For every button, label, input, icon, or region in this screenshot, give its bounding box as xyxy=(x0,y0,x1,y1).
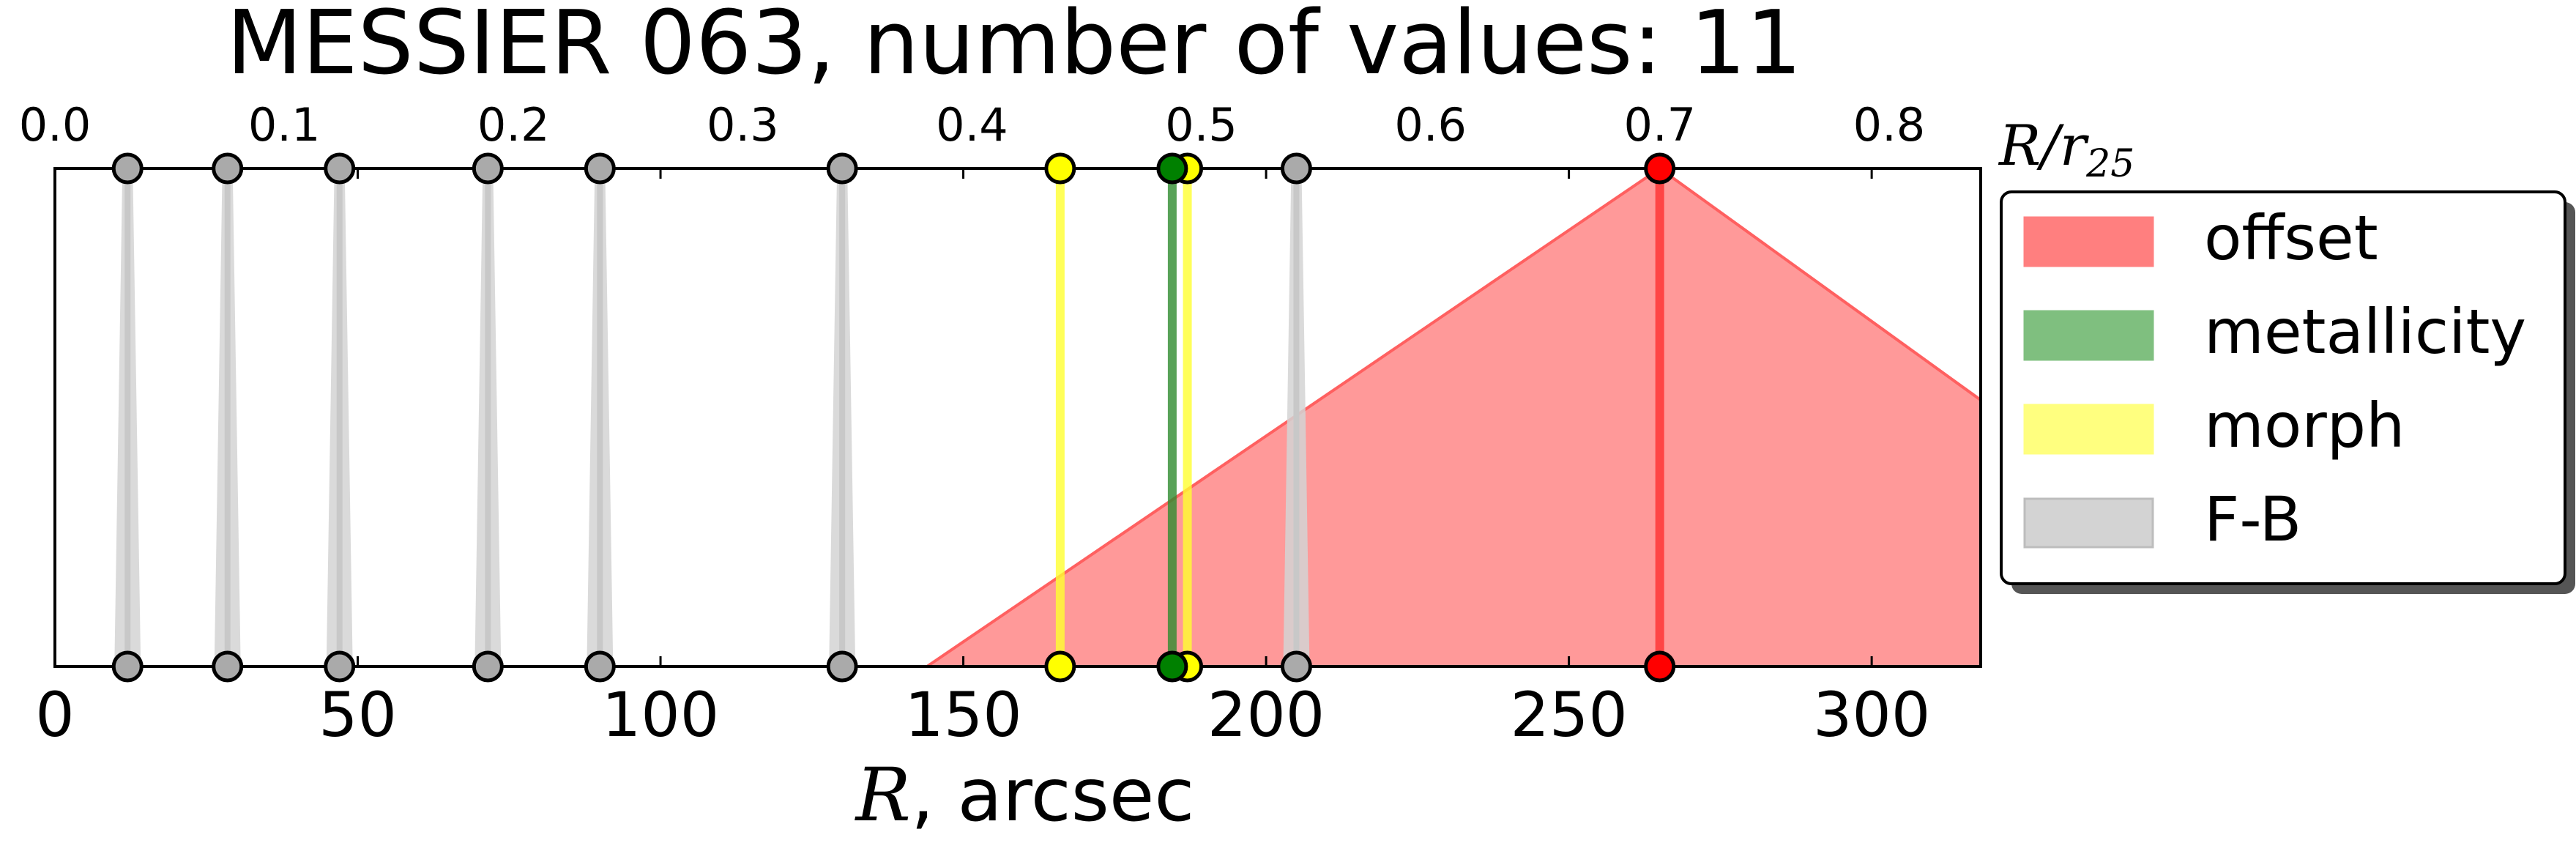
top-tick-label: 0.3 xyxy=(707,98,779,152)
x-tick-label: 50 xyxy=(319,679,397,751)
f-b-point xyxy=(584,152,616,185)
x-tick-label: 100 xyxy=(602,679,719,751)
legend-label: morph xyxy=(2204,390,2405,461)
f-b-point xyxy=(111,650,144,683)
morph-point xyxy=(1044,650,1076,683)
chart-title: MESSIER 063, number of values: 11 xyxy=(226,0,1802,94)
x-tick-label: 0 xyxy=(35,679,74,751)
offset-point xyxy=(1644,152,1676,185)
legend-swatch xyxy=(2023,404,2154,455)
f-b-point xyxy=(826,152,858,185)
metallicity-point xyxy=(1156,650,1188,683)
x-tick-label: 300 xyxy=(1813,679,1930,751)
legend-box xyxy=(2000,190,2566,585)
top-tick-label: 0.5 xyxy=(1165,98,1237,152)
legend-label: F-B xyxy=(2204,483,2301,555)
x-axis-label-variable: R xyxy=(855,752,911,838)
top-axis-label-variable: R/r xyxy=(1998,113,2090,178)
top-tick-label: 0.4 xyxy=(936,98,1008,152)
f-b-point xyxy=(324,650,356,683)
legend-label: metallicity xyxy=(2204,296,2526,368)
f-b-point xyxy=(472,650,504,683)
plot-frame xyxy=(53,167,1982,668)
top-x-axis: 0.0 0.1 0.2 0.3 0.4 0.5 0.6 0.7 0.8 xyxy=(19,98,1926,152)
top-axis-label-subscript: 25 xyxy=(2085,142,2134,186)
legend-swatch xyxy=(2023,216,2154,267)
bottom-x-axis: 0 50 100 150 200 250 300 xyxy=(35,168,1930,751)
f-b-point xyxy=(212,152,244,185)
offset-point xyxy=(1644,650,1676,683)
top-tick-label: 0.1 xyxy=(248,98,321,152)
x-tick-label: 150 xyxy=(904,679,1021,751)
f-b-point xyxy=(472,152,504,185)
legend-swatch xyxy=(2023,310,2154,361)
f-b-point xyxy=(1280,650,1312,683)
f-b-point xyxy=(1280,152,1312,185)
f-b-point xyxy=(111,152,144,185)
f-b-point xyxy=(212,650,244,683)
legend-label: offset xyxy=(2204,202,2378,274)
top-tick-label: 0.2 xyxy=(477,98,550,152)
top-tick-label: 0.0 xyxy=(19,98,92,152)
legend: offset metallicity morph F-B xyxy=(2000,190,2575,594)
top-axis-label: R/r25 xyxy=(1998,113,2134,186)
top-tick-label: 0.8 xyxy=(1853,98,1926,152)
x-tick-label: 200 xyxy=(1207,679,1325,751)
metallicity-point xyxy=(1156,152,1188,185)
top-tick-label: 0.6 xyxy=(1394,98,1467,152)
markers xyxy=(111,152,1676,683)
x-axis-label: R, arcsec xyxy=(855,752,1195,838)
top-tick-label: 0.7 xyxy=(1624,98,1697,152)
f-b-point xyxy=(826,650,858,683)
x-tick-label: 250 xyxy=(1510,679,1627,751)
morph-point xyxy=(1044,152,1076,185)
f-b-point xyxy=(324,152,356,185)
f-b-point xyxy=(584,650,616,683)
legend-swatch xyxy=(2023,497,2154,549)
plot-area xyxy=(114,168,1981,667)
x-axis-label-unit: , arcsec xyxy=(911,752,1194,838)
